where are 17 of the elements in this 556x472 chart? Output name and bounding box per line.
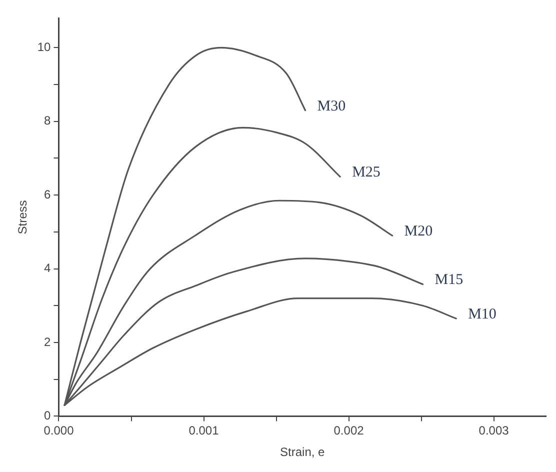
y-axis-title: Stress	[16, 200, 30, 234]
y-tick-label: 8	[44, 114, 52, 128]
x-tick-label: 0.002	[334, 424, 364, 438]
x-axis-title: Strain, e	[280, 445, 326, 460]
y-tick-label: 6	[44, 187, 52, 202]
y-tick-label: 0	[44, 408, 52, 423]
x-tick-label: 0.000	[44, 424, 74, 438]
series-label: M10	[468, 306, 496, 322]
y-tick-label: 10	[37, 40, 52, 54]
series-label: M30	[317, 98, 346, 114]
x-tick-label: 0.003	[478, 424, 510, 438]
y-tick-label: 2	[44, 334, 52, 349]
series-label: M15	[434, 272, 464, 288]
y-tick-label: 4	[44, 261, 52, 276]
series-label: M20	[404, 224, 433, 240]
series-label: M25	[352, 164, 380, 181]
x-tick-label: 0.001	[188, 424, 220, 438]
